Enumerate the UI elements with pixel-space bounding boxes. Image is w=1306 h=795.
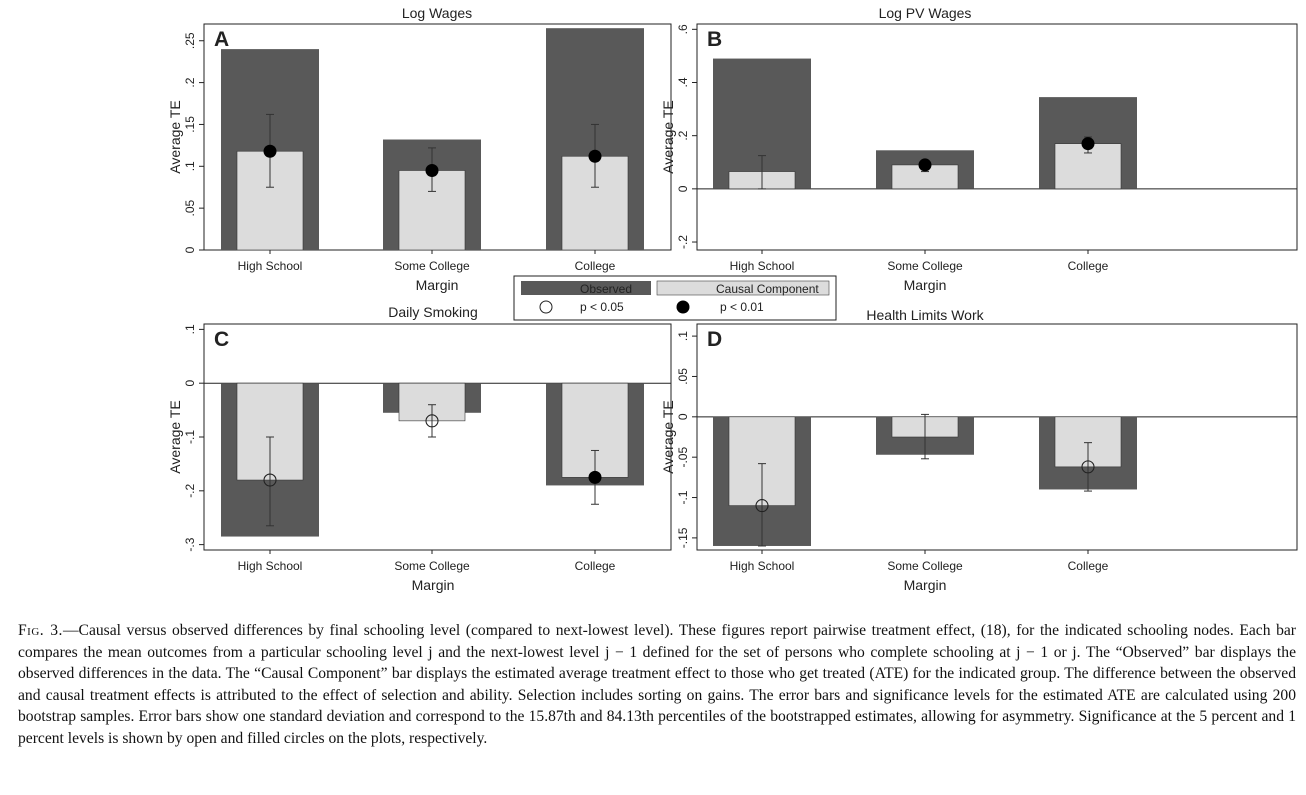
panel-c-open-circle-icon — [263, 473, 277, 487]
panel-c-xtick-label: Some College — [394, 559, 470, 573]
panel-c-ytick-label: -.1 — [183, 430, 197, 444]
legend-p01-label: p < 0.01 — [720, 300, 764, 314]
panel-c-letter: C — [214, 328, 229, 351]
panel-d: Health Limits Work D Average TE Margin -… — [660, 307, 1298, 593]
panel-d-letter: D — [707, 328, 722, 351]
panel-c: Daily Smoking C Average TE Margin -.3 -.2… — [167, 304, 672, 593]
panel-d-ytick-label: .05 — [676, 368, 690, 385]
panel-c-ytick-label: -.3 — [183, 537, 197, 551]
panel-a-xtick-label: High School — [238, 259, 303, 273]
panel-d-xlabel: Margin — [904, 577, 947, 593]
panel-a-marks: 0 .05 .1 .15 .2 .25 High School Some College Col… — [183, 28, 644, 273]
panel-a-filled-circle-icon — [263, 144, 277, 158]
panel-b-ytick-label: -.2 — [676, 235, 690, 249]
panel-a-xlabel: Margin — [416, 277, 459, 293]
panel-a-xtick-label: Some College — [394, 259, 470, 273]
panel-a-ytick-label: .05 — [183, 199, 197, 216]
panel-d-marks: -.15 -.1 -.05 0 .05 .1 High School Some College… — [676, 331, 1297, 573]
panel-d-ytick-label: .1 — [676, 331, 690, 341]
panel-c-marks: -.3 -.2 -.1 0 .1 High School Some College Colle… — [183, 324, 671, 573]
panel-c-xtick-label: College — [575, 559, 616, 573]
legend-causal-label: Causal Component — [716, 282, 819, 296]
legend-observed-swatch — [521, 281, 651, 295]
legend: Observed Causal Component p < 0.05 p < 0… — [513, 275, 837, 321]
panel-c-ytick-label: 0 — [183, 380, 197, 387]
panel-c-ytick-label: .1 — [183, 324, 197, 334]
legend-p05-label: p < 0.05 — [580, 300, 624, 314]
panel-c-open-circle-icon — [425, 414, 439, 428]
panel-b-filled-circle-icon — [1081, 137, 1095, 151]
panel-b-xtick-label: High School — [730, 259, 795, 273]
panel-d-open-circle-icon — [1081, 460, 1095, 474]
panel-b-xtick-label: College — [1068, 259, 1109, 273]
panel-d-open-circle-icon — [755, 499, 769, 513]
figure-canvas: Log Wages A Average TE Margin 0 .05 .1 .15.… — [167, 5, 1298, 593]
panel-d-ytick-label: -.15 — [676, 527, 690, 548]
panel-d-xtick-label: High School — [730, 559, 795, 573]
figure-caption: Fig. 3.—Causal versus observed differenc… — [18, 620, 1296, 749]
panel-b-title: Log PV Wages — [879, 5, 972, 21]
panel-a: Log Wages A Average TE Margin 0 .05 .1 .15.… — [167, 5, 672, 293]
panel-c-filled-circle-icon — [588, 470, 602, 484]
panel-b-ytick-label: 0 — [676, 185, 690, 192]
panel-d-xtick-label: College — [1068, 559, 1109, 573]
legend-causal-swatch — [656, 280, 830, 296]
legend-filled-circle-icon — [676, 300, 690, 314]
panel-b-ytick-label: .2 — [676, 130, 690, 140]
panel-a-ytick-label: .2 — [183, 77, 197, 87]
legend-open-circle-icon — [539, 300, 553, 314]
panel-c-ytick-label: -.2 — [183, 483, 197, 497]
panel-a-ytick-label: .15 — [183, 116, 197, 133]
panel-a-ylabel: Average TE — [167, 100, 183, 173]
panel-d-ytick-label: -.05 — [676, 447, 690, 468]
panel-d-title: Health Limits Work — [866, 307, 984, 323]
panel-a-title: Log Wages — [402, 5, 472, 21]
panel-d-ylabel: Average TE — [660, 400, 676, 473]
panel-b-ytick-label: .6 — [676, 24, 690, 34]
panel-a-xtick-label: College — [575, 259, 616, 273]
legend-observed-label: Observed — [580, 282, 632, 296]
panel-c-ylabel: Average TE — [167, 400, 183, 473]
panel-b-ytick-label: .4 — [676, 77, 690, 87]
panel-c-xtick-label: High School — [238, 559, 303, 573]
panel-a-filled-circle-icon — [425, 163, 439, 177]
panel-d-xtick-label: Some College — [887, 559, 963, 573]
panel-a-letter: A — [214, 28, 229, 51]
panel-d-ytick-label: 0 — [676, 413, 690, 420]
panel-b: Log PV Wages B Average TE Margin -.2 0 .2.… — [660, 5, 1298, 293]
figure-label: Fig. 3. — [18, 622, 63, 639]
panel-a-ytick-label: .1 — [183, 161, 197, 171]
panel-b-ylabel: Average TE — [660, 100, 676, 173]
panel-b-xtick-label: Some College — [887, 259, 963, 273]
panel-b-filled-circle-icon — [918, 158, 932, 172]
panel-a-ytick-label: .25 — [183, 32, 197, 49]
panel-c-xlabel: Margin — [412, 577, 455, 593]
panel-a-ytick-label: 0 — [183, 246, 197, 253]
panel-b-xlabel: Margin — [904, 277, 947, 293]
caption-text: —Causal versus observed differences by f… — [18, 622, 1296, 747]
panel-d-ytick-label: -.1 — [676, 490, 690, 504]
panel-a-filled-circle-icon — [588, 149, 602, 163]
panel-b-letter: B — [707, 28, 722, 51]
panel-b-marks: -.2 0 .2 .4 .6 High School Some College College — [676, 24, 1297, 273]
panel-c-title: Daily Smoking — [388, 304, 477, 320]
